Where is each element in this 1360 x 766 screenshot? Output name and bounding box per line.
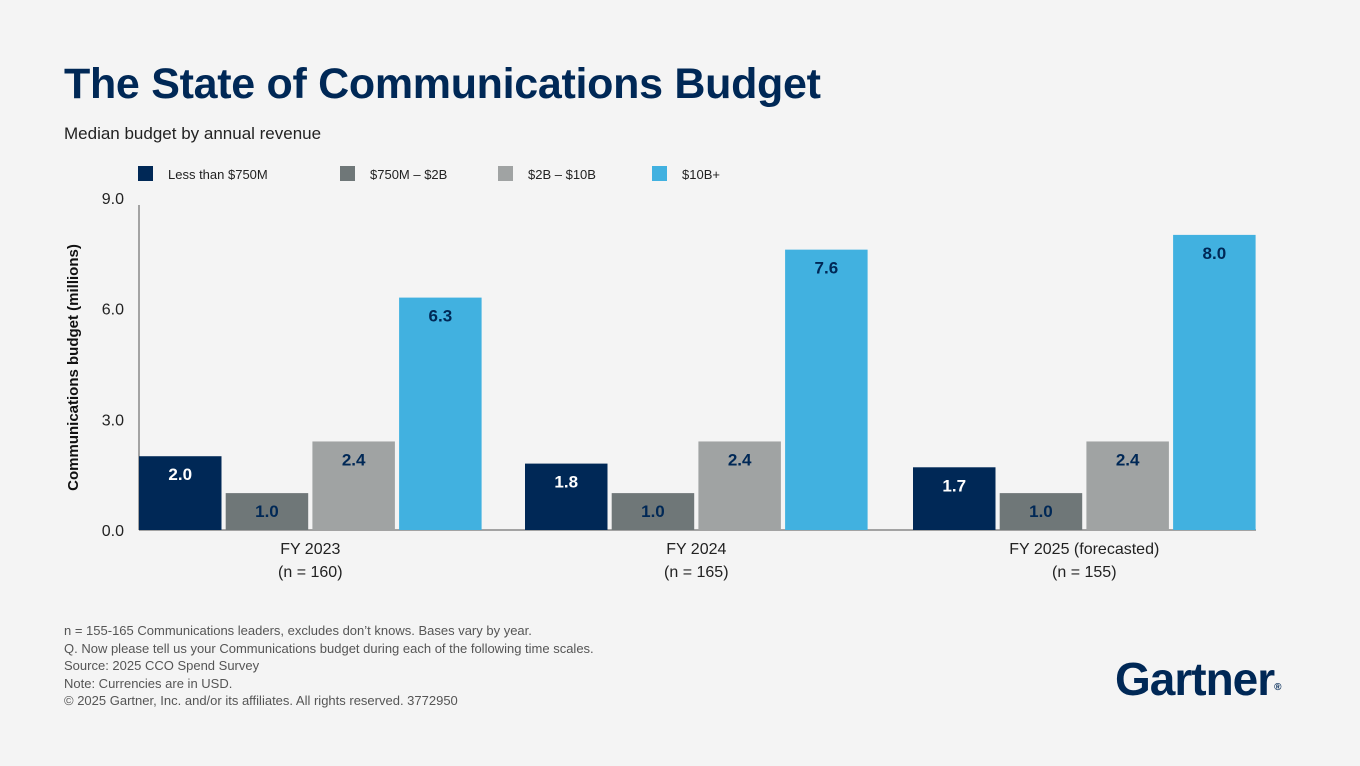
bar [312, 441, 395, 530]
data-label: 1.7 [942, 476, 966, 495]
chart-title: The State of Communications Budget [64, 60, 821, 108]
y-tick-label: 0.0 [102, 523, 124, 540]
data-label: 1.0 [1029, 502, 1053, 521]
bar [225, 493, 309, 530]
x-tick-label: FY 2025 (forecasted) [1009, 541, 1159, 558]
legend-label: Less than $750M [168, 167, 268, 182]
bar [785, 249, 868, 530]
footnote-base: n = 155-165 Communications leaders, excl… [64, 623, 532, 638]
gartner-logo: Gartner® [1115, 653, 1282, 705]
legend-label: $750M – $2B [370, 167, 447, 182]
footnotes: n = 155-165 Communications leaders, excl… [64, 622, 594, 710]
footnote-source: Source: 2025 CCO Spend Survey [64, 658, 260, 673]
x-tick-sublabel: (n = 165) [664, 564, 728, 581]
data-label: 1.8 [554, 473, 578, 492]
data-label: 1.0 [255, 502, 279, 521]
bar [913, 467, 996, 530]
x-tick-label: FY 2023 [280, 541, 340, 558]
footnote-currency: Note: Currencies are in USD. [64, 675, 233, 691]
chart-subtitle: Median budget by annual revenue [64, 124, 322, 143]
data-label: 2.4 [342, 450, 366, 469]
data-label: 1.0 [641, 502, 665, 521]
bar [139, 456, 222, 530]
x-tick-sublabel: (n = 155) [1052, 564, 1116, 581]
legend-swatch [498, 166, 513, 181]
x-tick-label: FY 2024 [666, 541, 726, 558]
bar [611, 493, 695, 530]
y-axis-label: Communications budget (millions) [65, 244, 82, 491]
y-tick-label: 6.0 [102, 302, 124, 319]
bar [399, 297, 482, 530]
data-label: 7.6 [815, 259, 839, 278]
legend-swatch [652, 166, 667, 181]
footnote-question: Q. Now please tell us your Communication… [64, 640, 594, 656]
legend-swatch [340, 166, 355, 181]
data-label: 8.0 [1203, 244, 1227, 263]
data-label: 2.4 [728, 450, 752, 469]
bar [525, 463, 608, 530]
legend-swatch [138, 166, 153, 181]
y-tick-label: 9.0 [102, 191, 124, 208]
data-label: 2.0 [168, 465, 192, 484]
legend-label: $2B – $10B [528, 167, 596, 182]
y-tick-label: 3.0 [102, 412, 124, 429]
bar [999, 493, 1083, 530]
data-label: 6.3 [429, 307, 453, 326]
legend-label: $10B+ [682, 167, 720, 182]
bar [1173, 234, 1256, 530]
x-tick-sublabel: (n = 160) [278, 564, 342, 581]
data-label: 2.4 [1116, 450, 1140, 469]
footnote-copyright: © 2025 Gartner, Inc. and/or its affiliat… [64, 693, 458, 708]
bar [698, 441, 781, 530]
bar [1086, 441, 1169, 530]
